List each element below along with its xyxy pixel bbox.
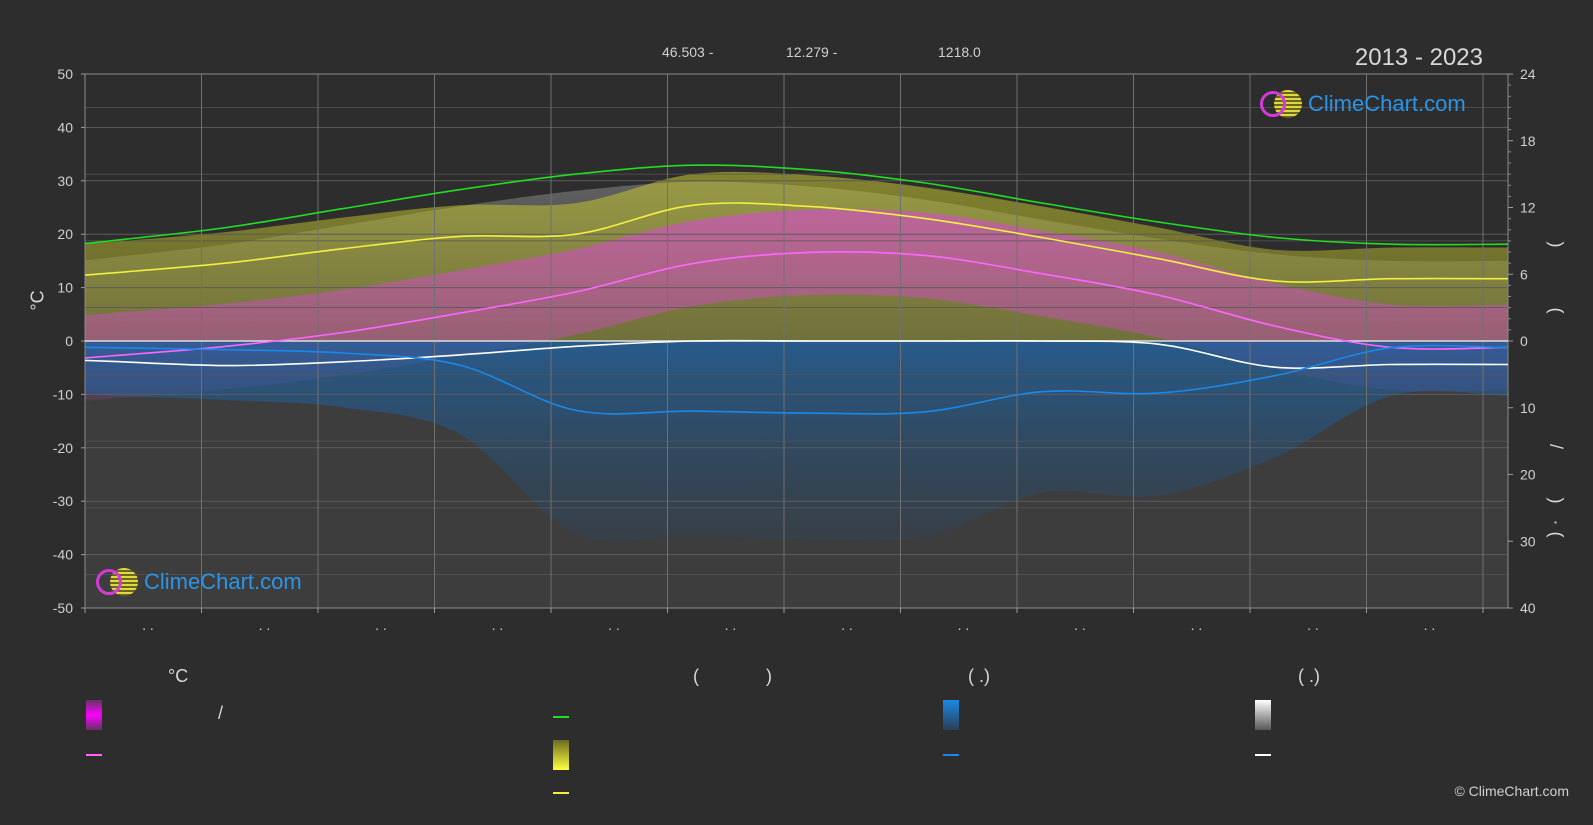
month-tick-label: . . xyxy=(1307,617,1319,633)
longitude-label: 12.279 - xyxy=(786,44,838,60)
legend-temp-heading: °C xyxy=(168,666,189,686)
left-tick-label: 30 xyxy=(57,173,73,189)
legend-swatch-precip-range xyxy=(943,700,959,730)
legend-swatch-precip-mean xyxy=(943,754,959,756)
left-tick-label: -20 xyxy=(53,440,73,456)
brand-logo-bottom[interactable]: ClimeChart.com xyxy=(96,568,302,596)
legend-swatch-sunshine-mean xyxy=(553,792,569,794)
legend-sun-heading-open: ( xyxy=(693,666,699,686)
logo-ring-icon xyxy=(1260,91,1286,117)
month-tick-label: . . xyxy=(375,617,387,633)
legend-swatch-sunshine-range xyxy=(553,740,569,770)
right-axis-glyph-2: ( xyxy=(1546,307,1567,314)
month-tick-label: . . xyxy=(1424,617,1436,633)
left-tick-label: 40 xyxy=(57,119,73,135)
left-tick-label: 10 xyxy=(57,280,73,296)
month-tick-label: . . xyxy=(1074,617,1086,633)
month-tick-label: . . xyxy=(841,617,853,633)
series-line-precip xyxy=(85,344,1508,415)
month-tick-label: . . xyxy=(259,617,271,633)
right-axis-glyph-5: · xyxy=(1546,519,1567,526)
logo-ring-icon xyxy=(96,569,122,595)
right-top-tick-label: 6 xyxy=(1520,266,1528,282)
right-bottom-tick-label: 30 xyxy=(1520,533,1536,549)
left-tick-label: -30 xyxy=(53,493,73,509)
copyright: © ClimeChart.com xyxy=(1454,783,1569,799)
month-tick-label: . . xyxy=(608,617,620,633)
right-bottom-tick-label: 40 xyxy=(1520,600,1536,616)
series-line-temp_min xyxy=(85,339,1508,370)
legend-precip-heading: ( .) xyxy=(968,666,990,686)
left-tick-label: 50 xyxy=(57,66,73,82)
right-top-tick-label: 24 xyxy=(1520,66,1536,82)
month-tick-label: . . xyxy=(1191,617,1203,633)
brand-logo-top[interactable]: ClimeChart.com xyxy=(1260,90,1466,118)
series-line-temp_mean xyxy=(85,250,1508,359)
right-top-tick-label: 18 xyxy=(1520,133,1536,149)
month-tick-label: . . xyxy=(725,617,737,633)
right-axis-glyph-3: / xyxy=(1546,443,1567,450)
legend-swatch-snow-mean xyxy=(1255,754,1271,756)
left-tick-label: -40 xyxy=(53,547,73,563)
right-axis-glyph-4: ) xyxy=(1546,497,1567,504)
left-tick-label: -10 xyxy=(53,386,73,402)
right-bottom-tick-label: 10 xyxy=(1520,400,1536,416)
legend-temp-slash: / xyxy=(218,703,224,723)
left-tick-label: 0 xyxy=(65,333,73,349)
legend-swatch-snow-range xyxy=(1255,700,1271,730)
axis-ticks: 50 40 30 20 10 0 -10 -20 -30 -40 -50 24 18 12 6 0 10 20 30… xyxy=(53,66,1536,633)
legend-snow-heading: ( .) xyxy=(1298,666,1320,686)
background-bands xyxy=(85,171,1508,608)
series-lines xyxy=(85,164,1508,415)
series-line-sunshine xyxy=(85,202,1508,283)
legend-swatch-daylight xyxy=(553,716,569,718)
left-tick-label: -50 xyxy=(53,600,73,616)
left-tick-label: 20 xyxy=(57,226,73,242)
right-bottom-tick-label: 20 xyxy=(1520,467,1536,483)
month-tick-label: . . xyxy=(958,617,970,633)
right-axis-glyph-6: ( xyxy=(1546,531,1567,538)
legend-swatch-temp-range xyxy=(86,700,102,730)
brand-text: ClimeChart.com xyxy=(144,569,302,594)
right-top-tick-label: 0 xyxy=(1520,333,1528,349)
period-label: 2013 - 2023 xyxy=(1354,44,1483,71)
latitude-label: 46.503 - xyxy=(662,44,714,60)
right-axis-glyph-1: ) xyxy=(1546,241,1567,248)
legend-sun-heading-close: ) xyxy=(766,666,772,686)
month-tick-label: . . xyxy=(142,617,154,633)
series-line-daylight xyxy=(85,164,1508,246)
left-axis-label: °C xyxy=(27,290,48,311)
month-tick-label: . . xyxy=(492,617,504,633)
legend-swatch-temp-mean xyxy=(86,754,102,756)
right-top-tick-label: 12 xyxy=(1520,200,1536,216)
elevation-label: 1218.0 xyxy=(938,44,981,60)
brand-text: ClimeChart.com xyxy=(1308,91,1466,116)
